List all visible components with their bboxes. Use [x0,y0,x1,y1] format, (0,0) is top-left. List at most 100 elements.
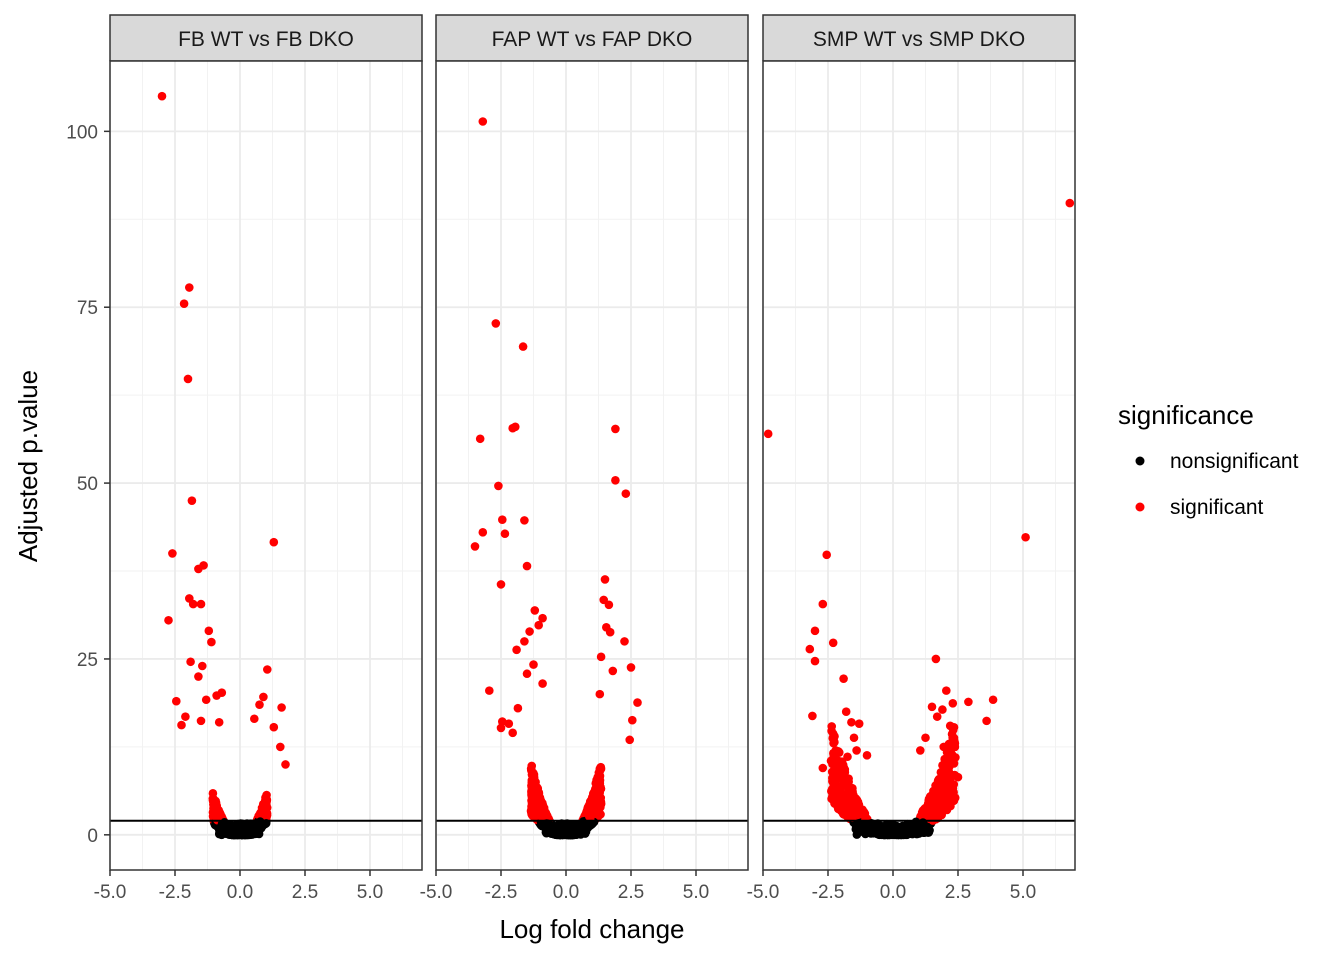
significant-point [626,663,636,672]
significant-point [263,665,272,674]
significant-point [539,804,549,813]
nonsignificant-point [867,828,877,837]
significant-point [584,805,594,814]
facet-strip-title: FAP WT vs FAP DKO [492,28,693,51]
facet-strip [109,14,423,62]
facet-panel-3: SMP WT vs SMP DKO -5.0 -2.5 0.0 2.5 5.0 [747,14,1076,903]
legend-key-significant [1135,502,1145,512]
significant-point [1065,198,1075,208]
significant-point [496,723,506,733]
significant-point [508,423,517,433]
significant-point [625,735,634,745]
significant-point [941,784,950,794]
significant-point [530,806,539,815]
significant-point [212,691,221,700]
significant-point [255,700,264,709]
significant-point [198,661,207,671]
x-axis-ticks: -5.0 -2.5 0.0 2.5 5.0 [94,870,383,903]
significant-point [926,796,936,805]
significant-point [620,637,629,646]
x-tick-label: 2.5 [618,882,644,903]
x-tick-label: 5.0 [1010,882,1036,903]
panel-border [435,60,749,871]
significant-point [478,528,488,537]
significant-point [988,695,998,705]
nonsignificant-point [235,823,245,833]
significant-point [953,772,963,782]
significant-point [584,812,594,821]
x-tick-label: -2.5 [485,882,518,903]
significant-point [187,496,197,505]
significant-point [827,722,837,731]
significant-point [849,733,859,743]
significant-point [595,797,604,807]
significant-point [522,561,532,571]
significant-point [921,733,930,743]
significant-point [611,475,620,485]
facet-strip-title: FB WT vs FB DKO [178,28,354,51]
significant-point [608,666,618,676]
significant-point [805,644,815,654]
y-axis-title: Adjusted p.value [13,370,43,562]
significant-point [932,786,942,795]
significant-point [536,811,546,820]
legend-title: significance [1118,400,1254,430]
significant-point [621,489,631,498]
significant-point [848,790,858,800]
significant-point [485,686,494,695]
facet-strip-title: SMP WT vs SMP DKO [813,28,1025,51]
legend-label-nonsignificant: nonsignificant [1170,450,1299,473]
significant-point [590,784,600,794]
significant-point [475,434,485,444]
significant-point [633,698,642,707]
significant-point [949,796,959,806]
significant-point [188,599,198,609]
significant-point [269,722,279,732]
significant-point [513,703,523,713]
significant-point [854,719,864,728]
nonsignificant-point [910,825,920,835]
significant-point [179,299,189,309]
significant-point [269,537,279,547]
nonsignificant-point [561,819,571,829]
significant-point [518,342,528,351]
significant-point [250,714,259,724]
nonsignificant-point [572,825,582,835]
x-axis-ticks: -5.0 -2.5 0.0 2.5 5.0 [747,870,1036,903]
x-tick-label: 5.0 [683,882,709,903]
significant-point [945,721,955,731]
significant-point [512,645,521,655]
significant-point [520,516,529,525]
dense-point-cloud [208,789,272,840]
significant-point [852,805,862,815]
x-tick-label: 0.0 [880,882,906,903]
significant-point [810,656,820,666]
significant-point [204,626,214,636]
significant-point [939,742,948,752]
significant-point [918,807,928,816]
significant-point [596,652,606,662]
facet-strip [762,14,1076,62]
x-tick-label: -5.0 [747,882,780,903]
significant-point [259,692,268,702]
significant-point [470,542,480,551]
significant-point [183,374,193,384]
significant-point [194,672,203,681]
significant-point [839,674,848,683]
significant-point [491,319,501,328]
significant-point [938,802,947,811]
significant-point [951,753,960,762]
significant-points [470,117,642,745]
significant-point [494,481,503,491]
significant-point [949,733,959,743]
significant-point [196,716,206,726]
significant-point [927,702,937,712]
significant-point [532,797,542,807]
significant-point [942,686,951,695]
significant-point [181,712,190,721]
significant-point [157,91,167,101]
significant-point [950,742,960,752]
y-tick-label: 100 [66,122,98,143]
significant-point [211,804,220,813]
